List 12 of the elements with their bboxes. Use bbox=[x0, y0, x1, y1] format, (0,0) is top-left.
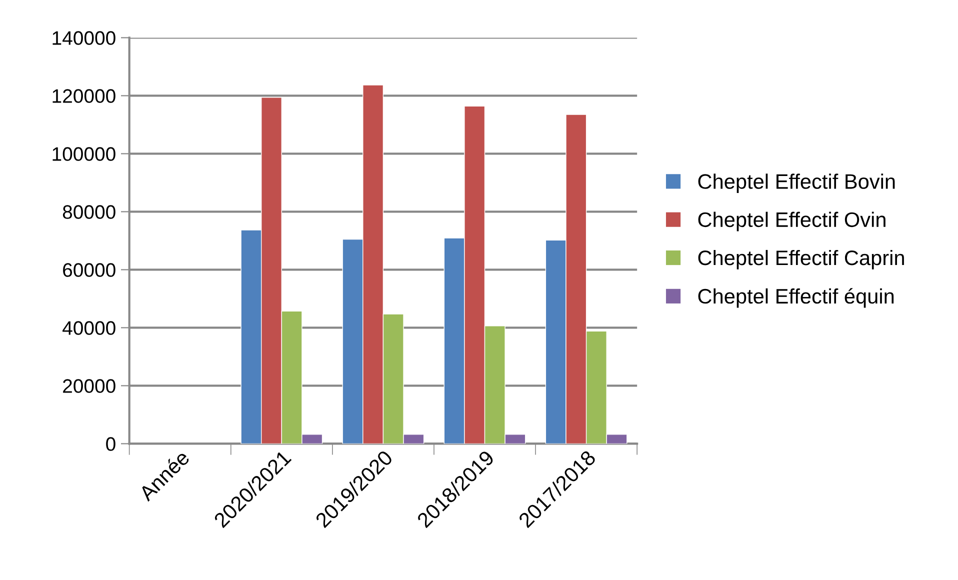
y-tick-label: 100000 bbox=[52, 147, 116, 161]
y-tick-label: 40000 bbox=[62, 321, 116, 335]
legend-label: Cheptel Effectif Caprin bbox=[698, 250, 904, 270]
y-tick-label: 80000 bbox=[62, 205, 116, 219]
legend-label: Cheptel Effectif Ovin bbox=[698, 212, 886, 232]
legend-label: Cheptel Effectif équin bbox=[698, 288, 894, 308]
y-tick-label: 0 bbox=[106, 437, 116, 451]
y-tick-label: 20000 bbox=[63, 379, 116, 393]
legend-label: Cheptel Effectif Bovin bbox=[698, 174, 895, 194]
y-tick-label: 120000 bbox=[52, 89, 116, 103]
y-tick-label: 60000 bbox=[63, 263, 116, 277]
y-tick-label: 140000 bbox=[52, 31, 116, 45]
